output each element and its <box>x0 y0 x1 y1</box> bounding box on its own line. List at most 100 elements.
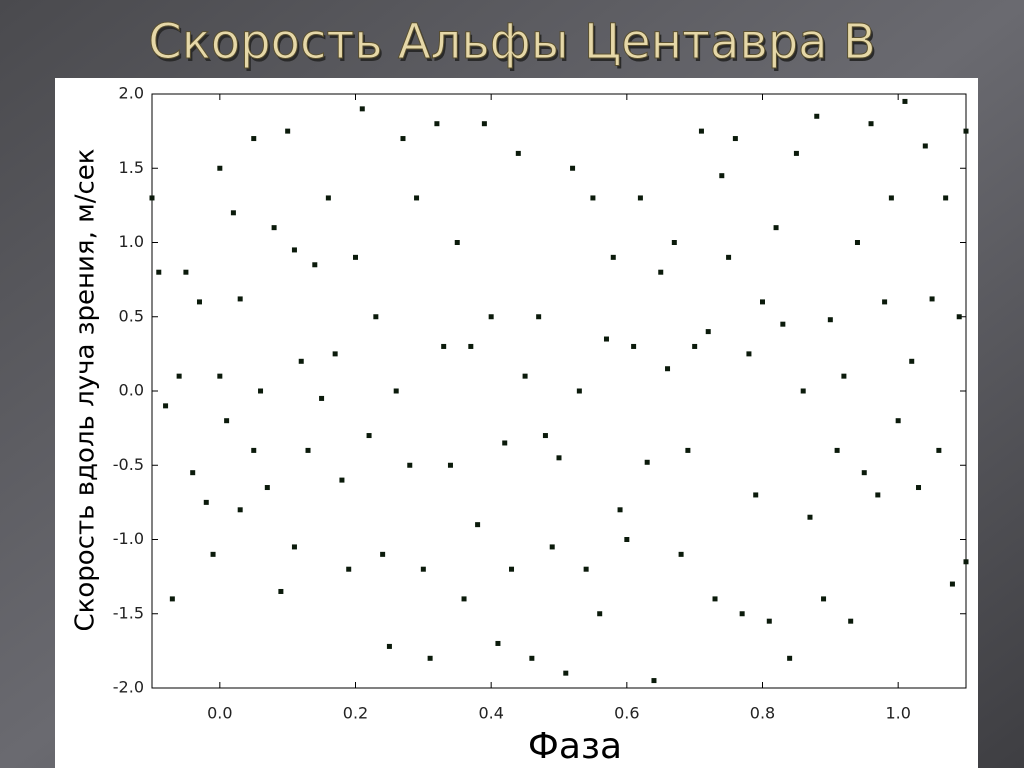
point <box>678 551 684 557</box>
point <box>285 128 291 134</box>
point <box>888 195 894 201</box>
point <box>319 395 325 401</box>
point <box>685 447 691 453</box>
point <box>827 317 833 323</box>
point <box>271 225 277 231</box>
point <box>176 373 182 379</box>
point <box>773 225 779 231</box>
point <box>556 455 562 461</box>
point <box>963 128 969 134</box>
y-tick-label: 1.0 <box>119 232 144 251</box>
point <box>468 343 474 349</box>
point <box>671 240 677 245</box>
point <box>509 566 515 572</box>
point <box>237 507 243 513</box>
point <box>732 136 738 142</box>
point <box>848 618 854 624</box>
point <box>163 403 169 409</box>
point <box>542 433 548 439</box>
point <box>346 566 352 572</box>
point <box>373 314 379 320</box>
x-axis-label: Фаза <box>528 726 622 767</box>
point <box>712 596 718 602</box>
point <box>454 240 460 245</box>
point <box>943 195 949 201</box>
point <box>488 314 494 320</box>
point <box>495 640 501 646</box>
point <box>441 343 447 349</box>
point <box>169 596 175 602</box>
point <box>705 329 711 335</box>
point <box>949 581 955 587</box>
point <box>780 321 786 327</box>
point <box>278 588 284 594</box>
point <box>590 195 596 201</box>
point <box>258 388 264 394</box>
point <box>766 618 772 624</box>
point <box>658 269 664 275</box>
x-tick-label: 0.6 <box>614 704 639 723</box>
point <box>217 165 223 171</box>
point <box>251 447 257 453</box>
y-tick-label: 0.0 <box>119 381 144 400</box>
point <box>353 254 358 260</box>
point <box>502 440 508 446</box>
point <box>644 459 650 465</box>
point <box>515 150 521 156</box>
point <box>475 522 481 528</box>
point <box>651 678 657 684</box>
point <box>529 655 535 661</box>
point <box>726 254 732 260</box>
point <box>902 98 908 104</box>
point <box>875 492 881 498</box>
point <box>400 136 406 142</box>
x-tick-label: 0.2 <box>343 704 368 723</box>
point <box>821 596 827 602</box>
point <box>868 121 874 127</box>
point <box>332 351 338 357</box>
point <box>298 358 304 364</box>
point <box>800 388 806 394</box>
x-tick-label: 1.0 <box>885 704 910 723</box>
point <box>583 566 589 572</box>
point <box>597 611 603 617</box>
point <box>834 447 840 453</box>
point <box>624 537 630 542</box>
point <box>183 269 189 275</box>
point <box>407 462 413 468</box>
point <box>576 388 582 394</box>
point <box>807 514 813 520</box>
point <box>339 477 345 483</box>
point <box>909 358 915 364</box>
point <box>224 418 230 424</box>
point <box>963 559 969 565</box>
point <box>841 373 847 379</box>
point <box>264 485 270 491</box>
point <box>692 343 698 349</box>
point <box>434 121 440 127</box>
chart-title: Скорость Альфы Центавра B <box>148 14 876 70</box>
point <box>291 247 297 253</box>
point <box>603 336 609 342</box>
point <box>380 551 386 557</box>
point <box>549 544 555 550</box>
y-tick-label: -1.5 <box>113 603 144 622</box>
point <box>427 655 433 661</box>
point <box>386 643 392 649</box>
point <box>210 551 216 557</box>
point <box>746 351 752 357</box>
chart-panel <box>55 78 978 768</box>
y-tick-label: -1.0 <box>113 529 144 548</box>
y-tick-label: -0.5 <box>113 455 144 474</box>
title-shadow: Скорость Альфы Центавра B <box>150 17 878 73</box>
point <box>698 128 704 134</box>
point <box>610 254 616 260</box>
point <box>929 296 935 302</box>
point <box>936 447 942 453</box>
x-tick-label: 0.0 <box>207 704 232 723</box>
point <box>359 106 365 112</box>
point <box>217 373 223 379</box>
point <box>149 195 155 201</box>
point <box>522 373 528 379</box>
